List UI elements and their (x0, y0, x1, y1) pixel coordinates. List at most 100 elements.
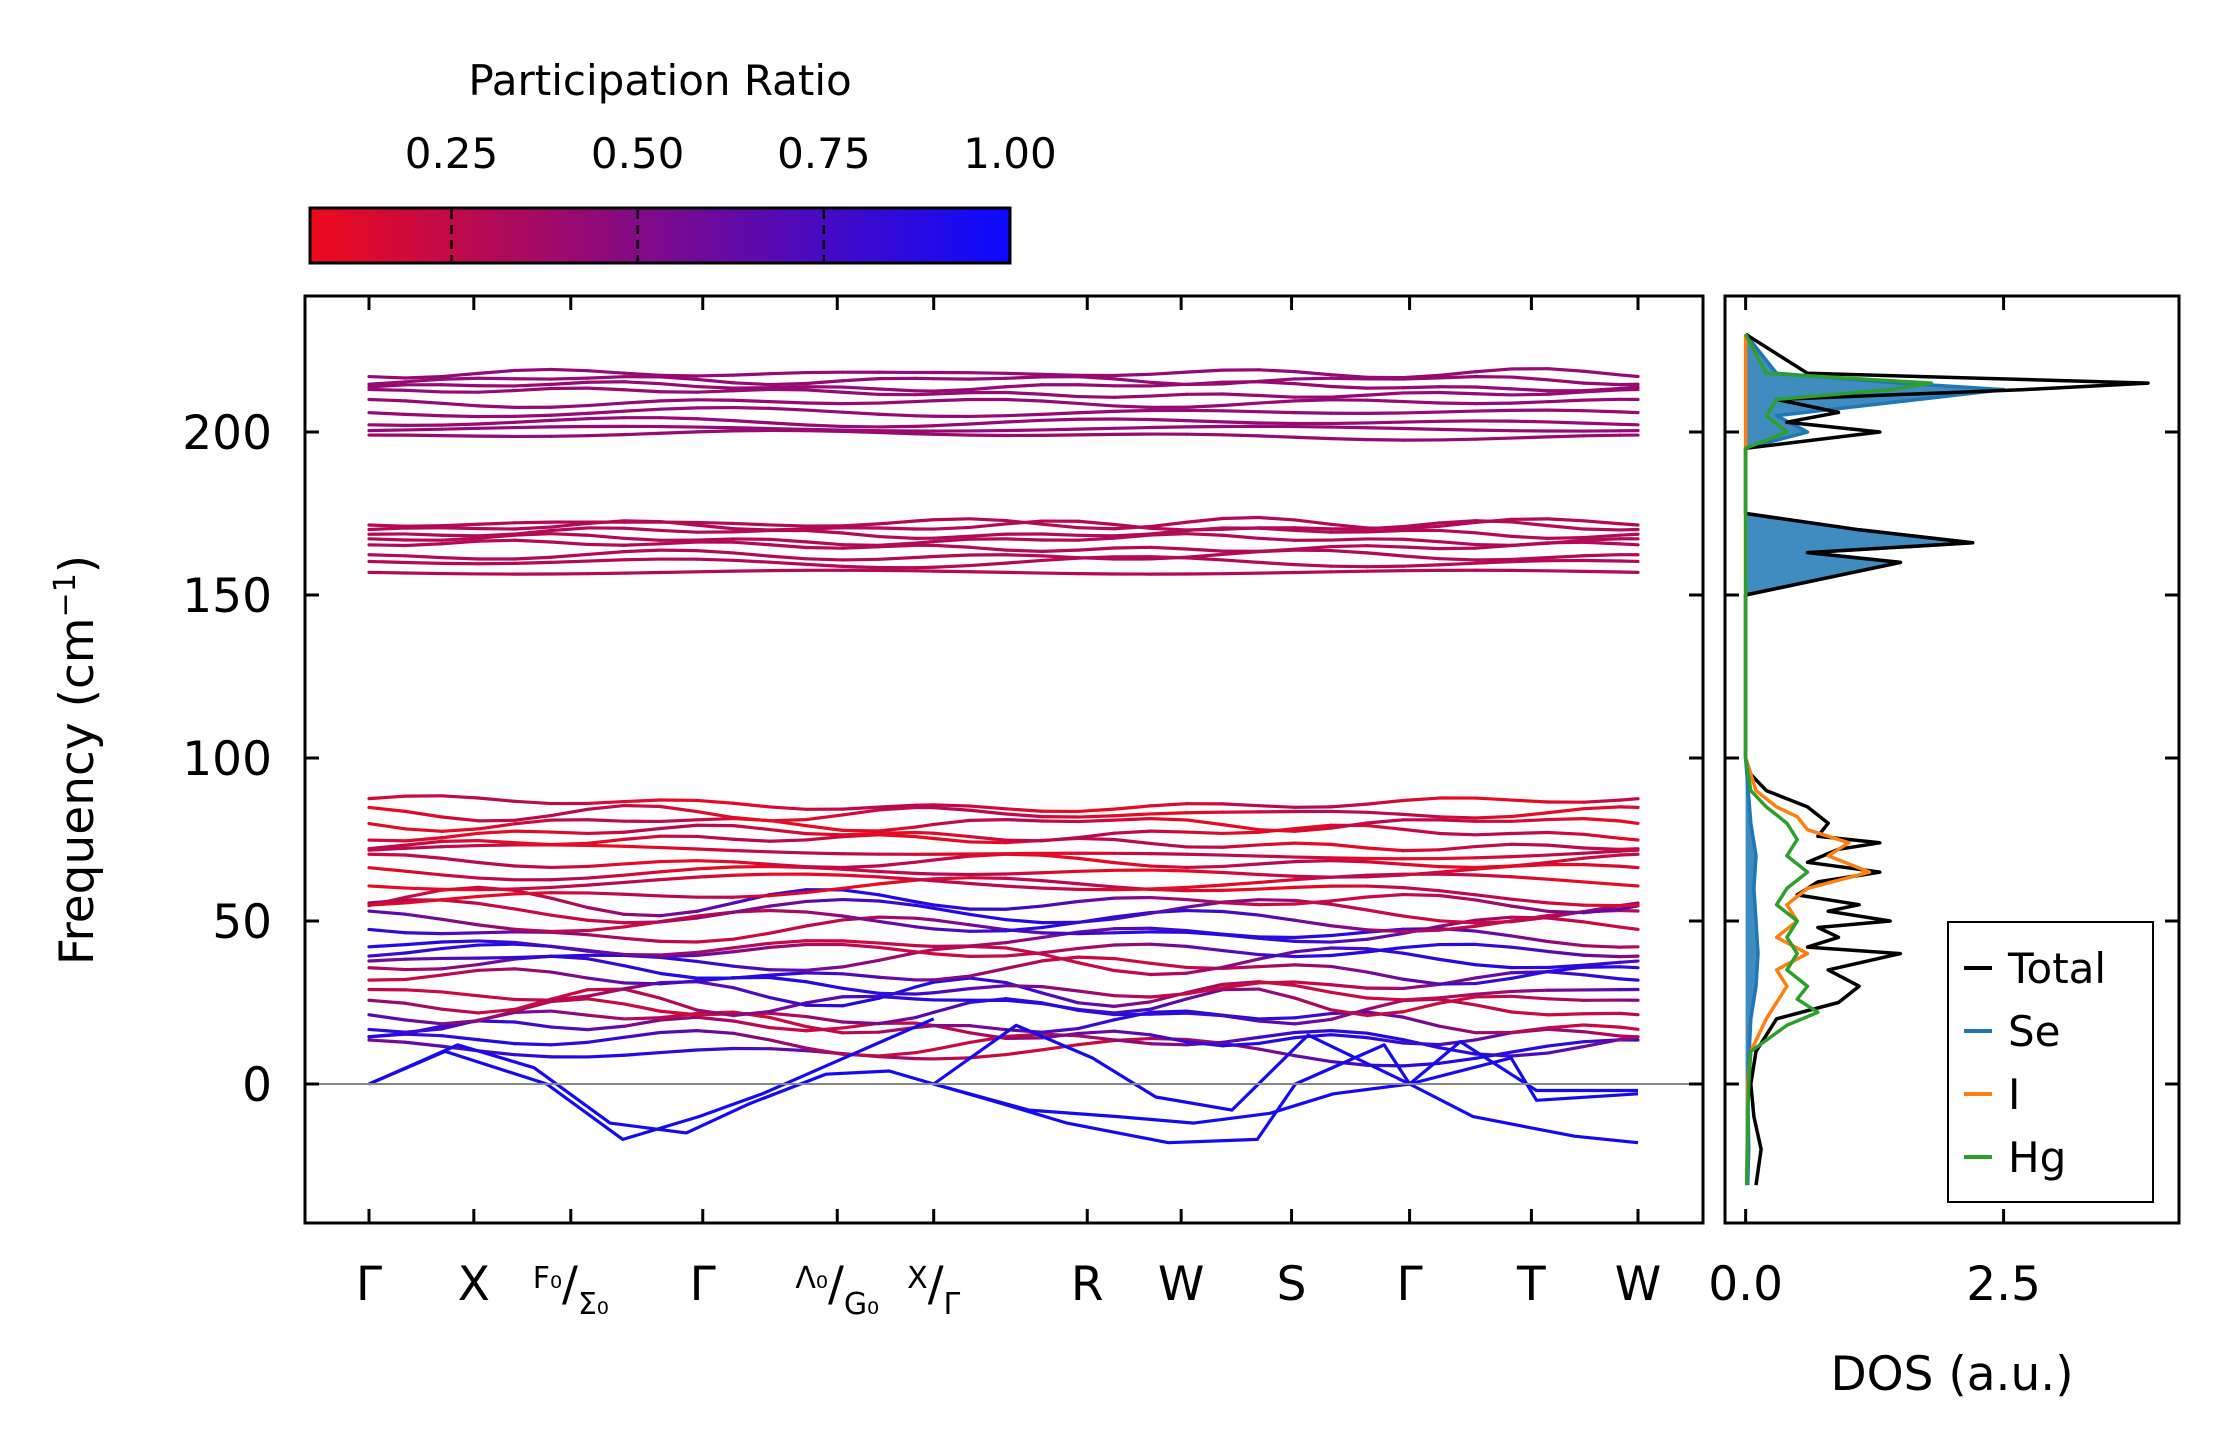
band-segment (932, 906, 972, 917)
band-segment (585, 550, 626, 557)
band-segment (932, 803, 972, 808)
band-segment (1365, 945, 1405, 954)
band-segment (622, 1002, 663, 1013)
band-segment (1473, 929, 1514, 938)
band-segment (1148, 1042, 1189, 1047)
band-segment (367, 909, 408, 916)
band-segment (585, 542, 626, 547)
band-segment (1546, 535, 1586, 540)
band-segment (1148, 370, 1189, 376)
band-segment (1582, 558, 1622, 563)
band-segment (877, 860, 918, 868)
band-segment (1293, 899, 1333, 906)
band-segment (1184, 897, 1225, 905)
band-segment (877, 534, 918, 540)
band-segment (1257, 860, 1297, 866)
k-point-label-bottom: G₀ (844, 1287, 879, 1322)
band-segment (1112, 1007, 1153, 1015)
band-segment (731, 824, 772, 832)
band-segment (1473, 855, 1514, 860)
band-segment (913, 900, 936, 907)
band-segment (549, 376, 590, 381)
band-segment (1293, 518, 1333, 526)
band-segment (1582, 381, 1622, 387)
band-segment (968, 976, 1008, 985)
band-segment (1401, 996, 1441, 1002)
k-point-label: Λ₀/G₀ (795, 1257, 879, 1322)
band-segment (695, 1015, 735, 1023)
band-segment (1148, 961, 1189, 970)
band-segment (1473, 893, 1514, 901)
band-segment (1221, 843, 1261, 849)
band-segment (1148, 971, 1189, 977)
band-segment (1004, 418, 1044, 424)
colorbar-tick-label: 0.75 (777, 129, 871, 178)
acoustic-band (368, 1043, 935, 1135)
band-segment (731, 894, 772, 899)
band-segment (695, 865, 735, 871)
dos-se-fill (1745, 334, 2004, 1186)
band-segment (877, 541, 918, 547)
band-segment (1293, 963, 1333, 969)
band-segment (1365, 398, 1405, 404)
band-segment (1509, 392, 1550, 397)
band-segment (841, 1030, 881, 1035)
band-segment (622, 1018, 663, 1028)
band-segment (1582, 553, 1622, 558)
band-segment (622, 548, 663, 554)
band-segment (403, 967, 444, 972)
band-segment (403, 888, 444, 899)
y-tick-label: 50 (212, 895, 272, 950)
band-segment (932, 1040, 972, 1052)
band-segment (768, 527, 808, 532)
band-segment (1365, 884, 1405, 890)
band-segment (1257, 872, 1297, 878)
band-segment (658, 823, 699, 831)
band-segment (1473, 531, 1514, 538)
band-segment (1509, 945, 1550, 954)
band-segment (403, 853, 444, 860)
band-segment (1365, 528, 1405, 534)
band-segment (658, 971, 699, 980)
band-segment (1582, 537, 1622, 542)
legend-label: Hg (2008, 1133, 2066, 1182)
band-segment (658, 894, 699, 899)
band-segment (622, 859, 663, 866)
band-segment (877, 399, 918, 405)
band-segment (1437, 1046, 1478, 1056)
band-segment (1329, 937, 1369, 944)
band-segment (367, 901, 408, 907)
band-segment (1473, 920, 1514, 925)
band-segment (913, 1047, 936, 1055)
band-segment (1040, 399, 1080, 406)
band-segment (804, 980, 845, 990)
band-segment (403, 399, 444, 405)
band-segment (1546, 851, 1586, 857)
band-segment (1293, 939, 1333, 944)
band-segment (731, 569, 772, 573)
band-segment (403, 988, 444, 994)
band-segment (731, 973, 772, 980)
band-segment (932, 543, 972, 549)
colorbar-label: Participation Ratio (468, 56, 851, 105)
band-segment (622, 798, 663, 804)
band-segment (585, 818, 626, 823)
band-segment (1293, 826, 1333, 833)
band-segment (1329, 990, 1369, 1000)
band-segment (877, 830, 918, 835)
band-segment (841, 428, 881, 433)
band-segment (622, 570, 663, 575)
band-segment (932, 537, 972, 544)
band-segment (968, 1052, 1008, 1060)
band-segment (968, 385, 1008, 392)
band-segment (1437, 1024, 1478, 1035)
band-segment (1112, 812, 1153, 818)
dos-series-i (1743, 334, 1872, 1186)
band-segment (1401, 410, 1441, 415)
band-segment (1329, 393, 1369, 399)
band-segment (1076, 856, 1116, 865)
band-segment (1329, 983, 1369, 990)
band-segment (549, 913, 590, 922)
band-segment (1473, 814, 1514, 820)
band-segment (403, 427, 444, 432)
